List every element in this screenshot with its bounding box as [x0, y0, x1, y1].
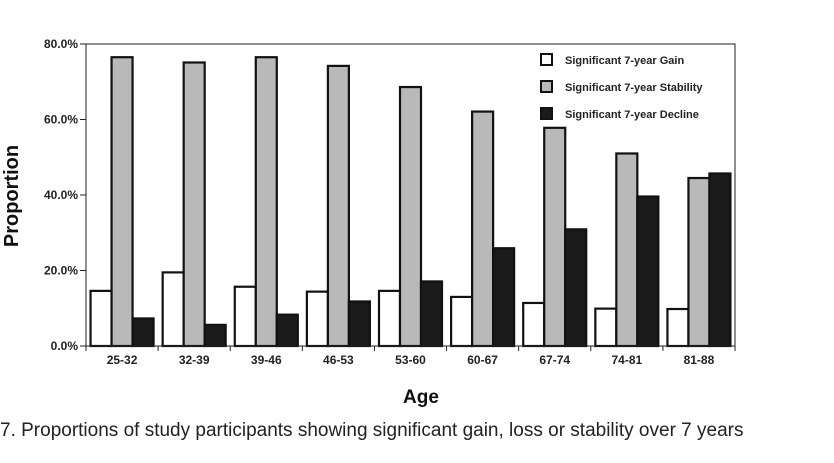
x-tick-label: 81-88 [684, 353, 715, 367]
legend: Significant 7-year Gain Significant 7-yea… [540, 53, 703, 121]
figure-caption: 7. Proportions of study participants sho… [0, 420, 744, 441]
bar-significant-7-year-stability-81-88 [687, 176, 711, 348]
bar-significant-7-year-decline-53-60 [419, 280, 444, 348]
bar-significant-7-year-decline-60-67 [492, 247, 516, 348]
legend-swatch [540, 53, 553, 66]
bar-significant-7-year-stability-39-46 [254, 56, 278, 348]
x-tick-label: 32-39 [179, 353, 210, 367]
legend-swatch [540, 80, 553, 93]
y-tick-labels: 0.0% 20.0% 40.0% 60.0% 80.0% [44, 37, 78, 353]
bar-significant-7-year-decline-67-74 [564, 228, 588, 348]
bar-significant-7-year-decline-46-53 [347, 300, 371, 348]
bar-significant-7-year-decline-81-88 [708, 172, 732, 348]
y-tick-label: 60.0% [44, 113, 78, 127]
bar-significant-7-year-stability-32-39 [182, 61, 206, 348]
bar-significant-7-year-stability-74-81 [615, 152, 639, 348]
x-tick-label: 39-46 [251, 353, 282, 367]
x-tick-label: 60-67 [467, 353, 498, 367]
bar-significant-7-year-stability-67-74 [543, 126, 567, 348]
bar-significant-7-year-decline-32-39 [203, 323, 227, 348]
bar-significant-7-year-gain-39-46 [233, 285, 257, 348]
bar-significant-7-year-stability-25-32 [110, 56, 134, 348]
bar-significant-7-year-decline-25-32 [131, 317, 155, 348]
y-tick-label: 20.0% [44, 264, 78, 278]
x-tick-label: 25-32 [107, 353, 138, 367]
x-tick-labels: 25-32 32-39 39-46 46-53 53-60 60-67 67-74 74-81… [107, 353, 715, 367]
legend-swatch [540, 107, 553, 120]
bars [89, 56, 732, 348]
bar-significant-7-year-decline-39-46 [275, 313, 299, 348]
bar-significant-7-year-gain-46-53 [305, 290, 329, 348]
bar-significant-7-year-gain-67-74 [522, 301, 546, 348]
bar-significant-7-year-gain-53-60 [377, 289, 402, 348]
y-tick-label: 40.0% [44, 188, 78, 202]
bar-significant-7-year-stability-60-67 [471, 110, 495, 348]
y-tick-label: 80.0% [44, 37, 78, 51]
bar-significant-7-year-decline-74-81 [636, 195, 660, 348]
axes [80, 43, 736, 351]
bar-significant-7-year-gain-60-67 [450, 295, 474, 348]
bar-significant-7-year-gain-74-81 [594, 307, 618, 348]
legend-label: Significant 7-year Gain [565, 55, 684, 67]
y-axis-title: Proportion [1, 145, 23, 247]
y-tick-label: 0.0% [51, 339, 79, 353]
x-tick-label: 74-81 [611, 353, 642, 367]
legend-label: Significant 7-year Stability [565, 82, 703, 94]
bar-significant-7-year-stability-46-53 [326, 64, 350, 348]
bar-significant-7-year-gain-25-32 [89, 289, 113, 348]
x-tick-label: 46-53 [323, 353, 354, 367]
x-tick-label: 53-60 [395, 353, 426, 367]
x-tick-label: 67-74 [539, 353, 570, 367]
legend-label: Significant 7-year Decline [565, 109, 699, 121]
bar-significant-7-year-gain-32-39 [161, 271, 185, 348]
bar-significant-7-year-gain-81-88 [666, 307, 690, 348]
bar-chart: 0.0% 20.0% 40.0% 60.0% 80.0% 25-32 32-39 39-46… [1, 37, 736, 408]
bar-significant-7-year-stability-53-60 [398, 85, 423, 348]
x-axis-title: Age [403, 387, 439, 408]
